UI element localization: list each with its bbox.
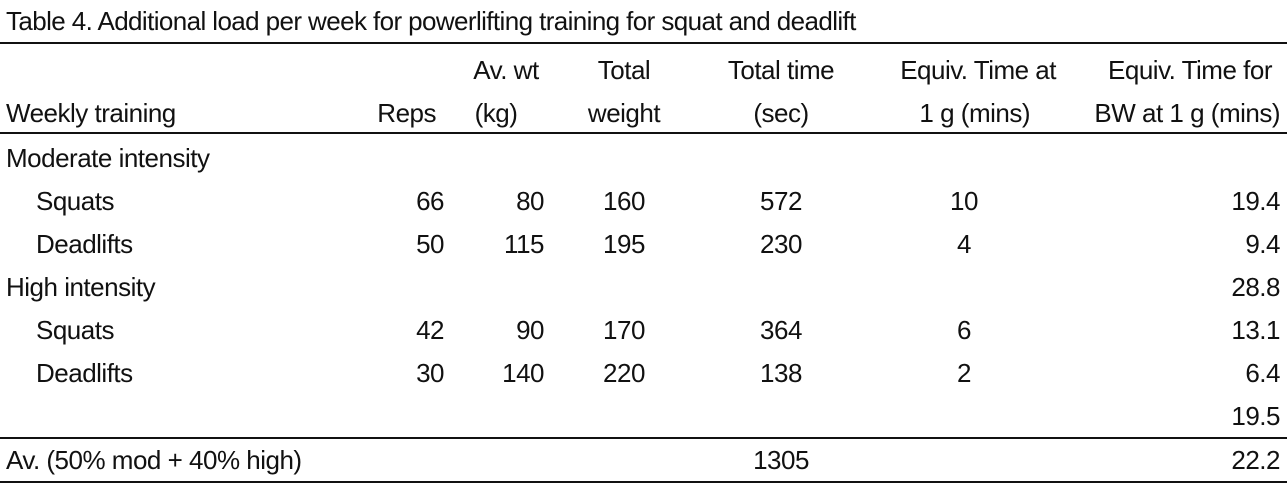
cell-equiv-bw-subtotal: 19.5 (1231, 401, 1280, 431)
footer-equiv-bw: 22.2 (1231, 445, 1280, 475)
bottom-rule (0, 481, 1287, 483)
footer-total-time: 1305 (753, 445, 809, 475)
cell-total-weight: 220 (603, 358, 645, 388)
row-label: Deadlifts (36, 229, 133, 259)
cell-avwt: 90 (516, 315, 544, 345)
header-total-weight-line1: Total (597, 55, 651, 85)
header-equiv-1g-line2: 1 g (mins) (919, 98, 1030, 128)
cell-avwt: 140 (502, 358, 544, 388)
header-weekly-training: Weekly training (6, 98, 176, 128)
row-label: Squats (36, 315, 114, 345)
cell-equiv-1g: 4 (957, 229, 971, 259)
header-avwt-line2: (kg) (474, 98, 518, 128)
header-equiv-bw-line1: Equiv. Time for (1108, 55, 1272, 85)
table-caption: Table 4. Additional load per week for po… (6, 6, 856, 36)
row-label: Deadlifts (36, 358, 133, 388)
group-label-high: High intensity (6, 272, 156, 302)
header-equiv-bw-line2: BW at 1 g (mins) (1094, 98, 1280, 128)
header-avwt-line1: Av. wt (473, 55, 539, 85)
cell-reps: 42 (416, 315, 444, 345)
cell-avwt: 115 (504, 229, 544, 259)
cell-equiv-bw: 9.4 (1245, 229, 1280, 259)
footer-rule (0, 437, 1287, 439)
cell-equiv-bw: 19.4 (1231, 186, 1280, 216)
cell-reps: 66 (416, 186, 444, 216)
cell-equiv-1g: 6 (957, 315, 971, 345)
header-total-time-line2: (sec) (753, 98, 809, 128)
cell-equiv-bw: 28.8 (1231, 272, 1280, 302)
group-label-moderate: Moderate intensity (6, 143, 210, 173)
cell-equiv-1g: 2 (957, 358, 971, 388)
cell-total-time: 572 (760, 186, 802, 216)
header-reps: Reps (377, 98, 436, 128)
cell-reps: 30 (416, 358, 444, 388)
top-rule (0, 42, 1287, 44)
footer-label: Av. (50% mod + 40% high) (6, 445, 302, 475)
cell-total-time: 138 (760, 358, 802, 388)
cell-total-weight: 160 (603, 186, 645, 216)
header-rule (0, 132, 1287, 134)
header-total-weight-line2: weight (587, 98, 661, 128)
cell-equiv-1g: 10 (950, 186, 978, 216)
cell-equiv-bw: 13.1 (1231, 315, 1280, 345)
row-label: Squats (36, 186, 114, 216)
cell-avwt: 80 (516, 186, 544, 216)
header-total-time-line1: Total time (727, 55, 835, 85)
cell-total-time: 364 (760, 315, 802, 345)
header-equiv-1g-line1: Equiv. Time at (900, 55, 1056, 85)
cell-total-weight: 170 (603, 315, 645, 345)
cell-reps: 50 (416, 229, 444, 259)
cell-total-weight: 195 (603, 229, 645, 259)
cell-equiv-bw: 6.4 (1245, 358, 1280, 388)
cell-total-time: 230 (760, 229, 802, 259)
